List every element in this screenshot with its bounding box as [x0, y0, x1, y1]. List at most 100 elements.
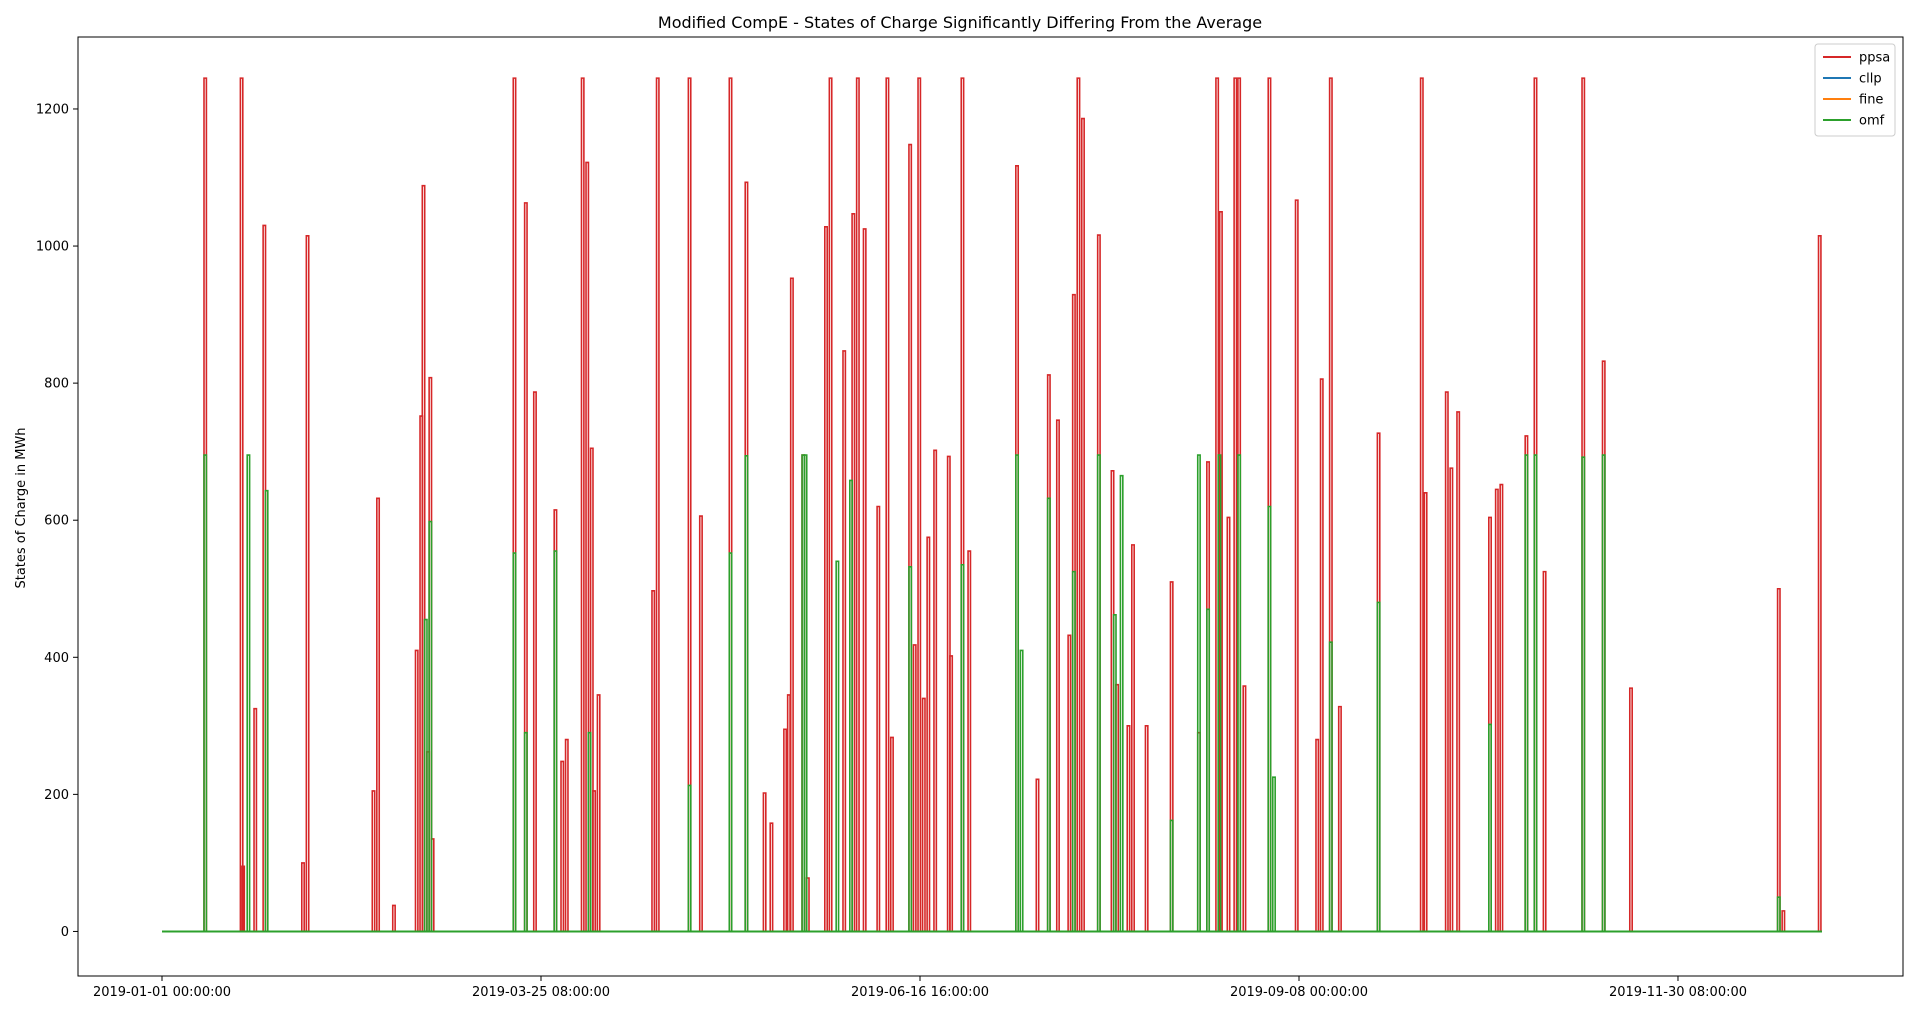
ppsa-spike-56: [949, 655, 954, 932]
omf-spike-35: [1524, 454, 1529, 932]
omf-spike-19: [1019, 649, 1024, 932]
ppsa-spike-24: [589, 447, 594, 932]
omf-spike-17: [960, 563, 965, 932]
omf-spike-27: [1206, 608, 1211, 932]
plot-area: [162, 77, 1822, 933]
ppsa-spike-66: [1080, 117, 1085, 932]
omf-spike-39: [1776, 896, 1781, 932]
ppsa-spike-57: [960, 77, 965, 932]
omf-spike-7: [553, 550, 558, 932]
omf-spike-15: [849, 479, 854, 932]
omf-spike-0: [203, 454, 208, 932]
ppsa-spike-30: [698, 515, 703, 932]
y-axis-label: States of Charge in MWh: [14, 427, 29, 588]
omf-spike-5: [512, 552, 517, 932]
ppsa-spike-6: [305, 234, 310, 932]
omf-spike-9: [687, 784, 692, 932]
ppsa-spike-44: [855, 77, 860, 932]
ppsa-spike-53: [926, 536, 931, 932]
y-tick-label-4: 800: [44, 377, 69, 392]
ppsa-spike-1: [239, 77, 244, 932]
legend-label-fine: fine: [1859, 93, 1883, 108]
ppsa-spike-29: [687, 77, 692, 932]
x-tick-label-2: 2019-06-16 16:00:00: [851, 985, 989, 1000]
ppsa-spike-87: [1337, 705, 1342, 932]
omf-spike-37: [1581, 456, 1586, 932]
ppsa-spike-21: [564, 738, 569, 932]
ppsa-spike-26: [596, 694, 601, 932]
y-axis: 0 200 400 600 800 1000 1200: [36, 102, 78, 940]
ppsa-spike-72: [1144, 725, 1149, 932]
ppsa-spike-9: [391, 904, 396, 932]
y-tick-label-6: 1200: [36, 102, 69, 117]
ppsa-spike-23: [585, 161, 590, 932]
legend: ppsa cllp fine omf: [1814, 43, 1896, 137]
ppsa-spike-90: [1423, 491, 1428, 932]
x-axis: 2019-01-01 00:00:00 2019-03-25 08:00:00 20…: [93, 976, 1747, 1000]
ppsa-spike-89: [1419, 77, 1424, 932]
ppsa-spike-12: [421, 184, 426, 932]
ppsa-spike-2: [241, 865, 246, 932]
ppsa-spike-52: [921, 697, 926, 932]
ppsa-spike-81: [1242, 685, 1247, 932]
omf-spike-38: [1601, 454, 1606, 932]
axes-frame: [77, 36, 1904, 977]
legend-label-cllp: cllp: [1859, 72, 1882, 87]
ppsa-spike-42: [842, 350, 847, 932]
x-tick-label-1: 2019-03-25 08:00:00: [472, 985, 610, 1000]
omf-spike-18: [1015, 454, 1020, 932]
y-tick-label-2: 400: [44, 651, 69, 666]
ppsa-spike-49: [908, 143, 913, 932]
ppsa-spike-79: [1233, 77, 1238, 932]
omf-spike-30: [1267, 505, 1272, 932]
ppsa-spike-102: [1628, 687, 1633, 932]
ppsa-spike-60: [1035, 778, 1040, 932]
ppsa-spike-65: [1076, 77, 1081, 932]
ppsa-spike-58: [967, 550, 972, 932]
ppsa-spike-78: [1226, 516, 1231, 932]
omf-spike-32: [1328, 641, 1333, 932]
ppsa-spike-5: [300, 862, 305, 932]
omf-spike-4: [428, 520, 433, 932]
ppsa-spike-20: [560, 760, 565, 932]
omf-spike-29: [1237, 454, 1242, 932]
x-tick-label-3: 2019-09-08 00:00:00: [1230, 985, 1368, 1000]
ppsa-spike-70: [1126, 725, 1131, 932]
ppsa-spike-16: [512, 77, 517, 932]
omf-spike-14: [835, 560, 840, 932]
ppsa-spike-27: [651, 590, 656, 932]
ppsa-spike-35: [783, 728, 788, 932]
ppsa-spike-48: [889, 736, 894, 932]
omf-spike-36: [1533, 454, 1538, 932]
ppsa-spike-7: [371, 790, 376, 932]
y-tick-label-3: 600: [44, 514, 69, 529]
x-tick-label-0: 2019-01-01 00:00:00: [93, 985, 231, 1000]
omf-spike-16: [908, 566, 913, 932]
omf-spike-2: [264, 489, 269, 932]
ppsa-spike-96: [1499, 483, 1504, 932]
ppsa-spike-73: [1169, 581, 1174, 932]
omf-spike-31: [1271, 776, 1276, 932]
omf-spike-1: [246, 454, 251, 932]
ppsa-spike-50: [912, 644, 917, 932]
ppsa-spike-25: [592, 790, 597, 932]
ppsa-spike-46: [876, 505, 881, 932]
omf-spike-34: [1488, 723, 1492, 932]
ppsa-spike-17: [523, 202, 528, 932]
legend-label-ppsa: ppsa: [1859, 51, 1890, 66]
ppsa-spike-40: [824, 226, 828, 932]
ppsa-spike-33: [762, 792, 767, 932]
ppsa-spike-51: [917, 77, 922, 932]
ppsa-spike-54: [933, 449, 938, 932]
ppsa-spike-10: [414, 649, 419, 932]
ppsa-spike-63: [1067, 634, 1072, 932]
omf-spike-23: [1112, 613, 1117, 932]
ppsa-spike-99: [1542, 570, 1547, 932]
omf-spike-26: [1196, 454, 1201, 932]
omf-spike-28: [1217, 454, 1222, 932]
ppsa-spike-83: [1294, 199, 1299, 932]
ppsa-spike-22: [580, 77, 585, 932]
